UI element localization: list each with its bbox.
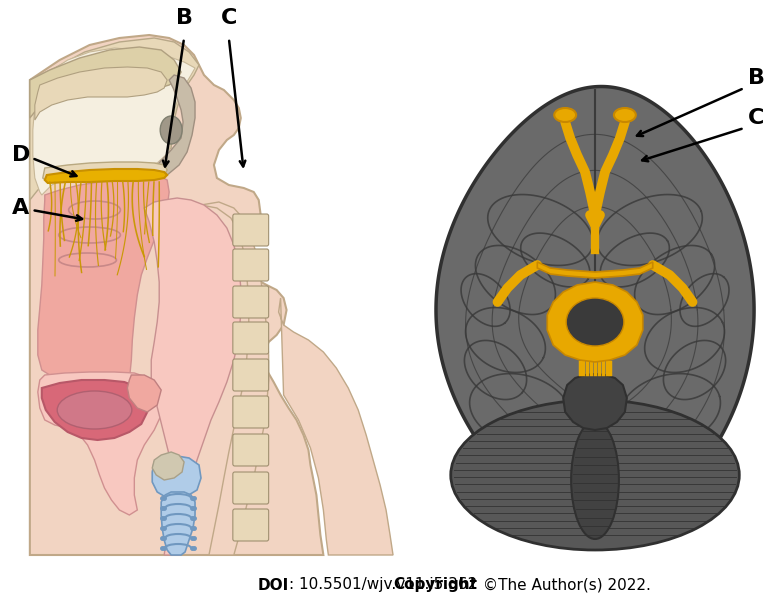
Polygon shape xyxy=(42,380,148,440)
FancyBboxPatch shape xyxy=(233,286,268,318)
Ellipse shape xyxy=(554,108,576,122)
Ellipse shape xyxy=(68,201,121,219)
Ellipse shape xyxy=(566,298,624,346)
Polygon shape xyxy=(30,38,199,200)
FancyBboxPatch shape xyxy=(233,509,268,541)
Text: ©The Author(s) 2022.: ©The Author(s) 2022. xyxy=(478,578,651,592)
Polygon shape xyxy=(33,48,195,195)
Ellipse shape xyxy=(58,227,121,243)
Ellipse shape xyxy=(451,400,739,550)
Polygon shape xyxy=(157,75,195,175)
Text: : 10.5501/wjv.v11.i5.362: : 10.5501/wjv.v11.i5.362 xyxy=(288,578,487,592)
Text: DOI: DOI xyxy=(258,578,288,592)
Ellipse shape xyxy=(160,116,182,144)
Polygon shape xyxy=(538,262,653,278)
Text: C: C xyxy=(221,8,237,28)
Polygon shape xyxy=(152,456,201,498)
Polygon shape xyxy=(128,375,161,412)
Polygon shape xyxy=(436,87,754,527)
Polygon shape xyxy=(563,374,627,430)
Polygon shape xyxy=(161,492,195,555)
Polygon shape xyxy=(30,47,181,118)
FancyBboxPatch shape xyxy=(233,322,268,354)
Text: D: D xyxy=(12,145,30,165)
Polygon shape xyxy=(548,282,643,362)
Text: A: A xyxy=(12,198,29,218)
Ellipse shape xyxy=(614,108,636,122)
Polygon shape xyxy=(152,452,184,480)
Polygon shape xyxy=(35,67,167,120)
FancyBboxPatch shape xyxy=(233,359,268,391)
Text: B: B xyxy=(175,8,192,28)
Text: B: B xyxy=(748,68,765,88)
Polygon shape xyxy=(45,169,167,183)
Polygon shape xyxy=(30,35,324,555)
Ellipse shape xyxy=(571,421,619,539)
Ellipse shape xyxy=(58,253,116,267)
FancyBboxPatch shape xyxy=(233,214,268,246)
Polygon shape xyxy=(38,175,169,390)
Polygon shape xyxy=(43,162,167,182)
Polygon shape xyxy=(278,298,393,555)
Polygon shape xyxy=(201,202,268,555)
Text: C: C xyxy=(748,108,764,128)
Polygon shape xyxy=(38,372,164,515)
Text: Copyright: Copyright xyxy=(394,578,478,592)
FancyBboxPatch shape xyxy=(233,434,268,466)
FancyBboxPatch shape xyxy=(233,472,268,504)
FancyBboxPatch shape xyxy=(233,396,268,428)
FancyBboxPatch shape xyxy=(233,249,268,281)
Ellipse shape xyxy=(57,391,131,429)
Polygon shape xyxy=(145,198,241,555)
